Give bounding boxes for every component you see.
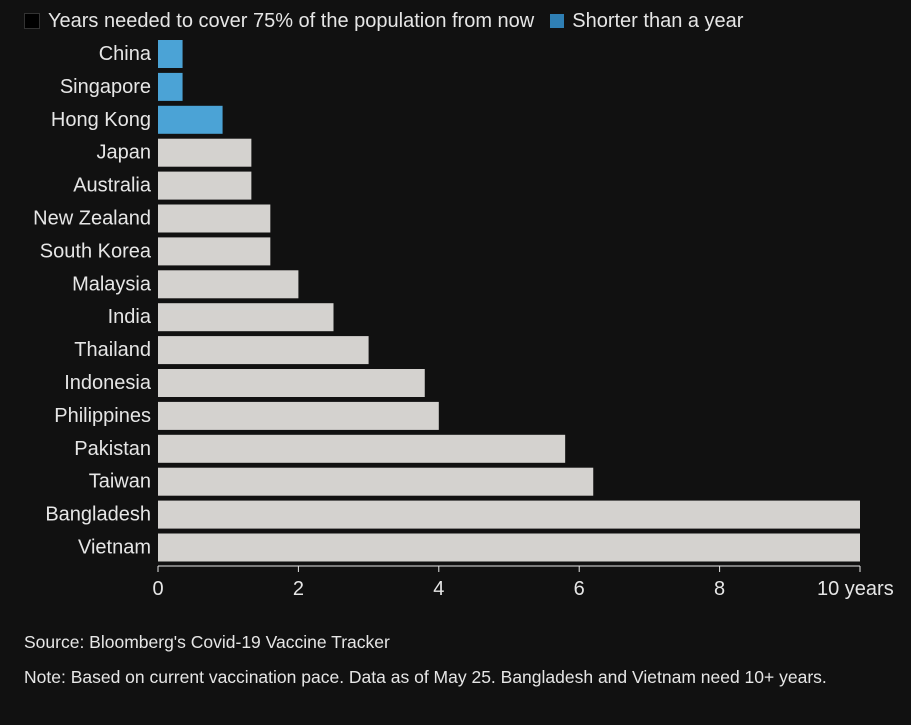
x-tick-label-8: 8 bbox=[714, 578, 725, 600]
bar-south-korea bbox=[158, 237, 271, 266]
bar-india bbox=[158, 303, 334, 332]
bar-japan bbox=[158, 138, 252, 167]
legend-swatch-shorter-than-a-year bbox=[550, 14, 565, 28]
category-label-china: China bbox=[99, 43, 152, 65]
category-label-taiwan: Taiwan bbox=[89, 471, 151, 493]
legend-swatch-years-needed bbox=[24, 13, 40, 29]
bar-bangladesh bbox=[158, 500, 860, 529]
bar-thailand bbox=[158, 336, 369, 365]
chart-legend: Years needed to cover 75% of the populat… bbox=[24, 8, 759, 34]
bar-chart: China Singapore Hong Kong Japan Australia New… bbox=[33, 40, 894, 600]
bar-australia bbox=[158, 171, 252, 200]
x-tick-label-4: 4 bbox=[433, 578, 444, 600]
category-label-south-korea: South Korea bbox=[40, 240, 152, 262]
bar-new-zealand bbox=[158, 204, 271, 233]
bar-pakistan bbox=[158, 434, 566, 463]
category-label-india: India bbox=[108, 306, 152, 328]
category-label-japan: Japan bbox=[97, 142, 152, 164]
bar-china bbox=[158, 40, 183, 68]
category-label-bangladesh: Bangladesh bbox=[45, 504, 151, 526]
category-label-pakistan: Pakistan bbox=[74, 438, 151, 460]
category-labels-group: China Singapore Hong Kong Japan Australia New… bbox=[33, 43, 152, 559]
bar-indonesia bbox=[158, 369, 425, 397]
x-tick-label-6: 6 bbox=[574, 578, 585, 600]
category-label-vietnam: Vietnam bbox=[78, 537, 151, 559]
category-label-malaysia: Malaysia bbox=[72, 273, 152, 295]
category-label-indonesia: Indonesia bbox=[64, 372, 152, 394]
bar-singapore bbox=[158, 72, 183, 101]
x-tick-label-10: 10 years bbox=[817, 578, 894, 600]
x-tick-label-0: 0 bbox=[152, 578, 163, 600]
x-tick-label-2: 2 bbox=[293, 578, 304, 600]
category-label-australia: Australia bbox=[73, 175, 152, 197]
x-ticks-group: 0 2 4 6 8 10 years bbox=[152, 566, 894, 600]
data-note: Note: Based on current vaccination pace.… bbox=[24, 667, 827, 687]
category-label-singapore: Singapore bbox=[60, 76, 151, 98]
chart-footer: Source: Bloomberg's Covid-19 Vaccine Tra… bbox=[24, 630, 894, 689]
bar-philippines bbox=[158, 401, 439, 430]
category-label-hong-kong: Hong Kong bbox=[51, 109, 151, 131]
bar-malaysia bbox=[158, 270, 299, 299]
legend-label-years-needed: Years needed to cover 75% of the populat… bbox=[48, 9, 535, 32]
category-label-philippines: Philippines bbox=[54, 405, 151, 427]
legend-item-shorter-than-a-year: Shorter than a year bbox=[550, 10, 743, 33]
legend-label-shorter-than-a-year: Shorter than a year bbox=[572, 9, 744, 32]
bars-group bbox=[158, 40, 860, 562]
legend-item-years-needed: Years needed to cover 75% of the populat… bbox=[24, 10, 534, 33]
category-label-new-zealand: New Zealand bbox=[33, 208, 151, 230]
bar-taiwan bbox=[158, 467, 594, 496]
bar-hong-kong bbox=[158, 105, 223, 134]
source-note: Source: Bloomberg's Covid-19 Vaccine Tra… bbox=[24, 632, 390, 652]
category-label-thailand: Thailand bbox=[74, 339, 151, 361]
bar-vietnam bbox=[158, 533, 860, 562]
